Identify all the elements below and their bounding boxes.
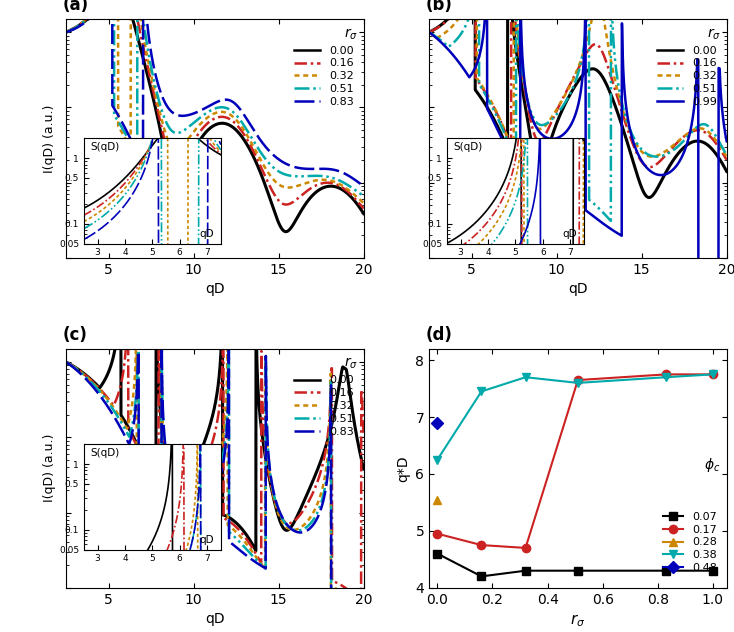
Text: $r_\sigma$: $r_\sigma$ — [344, 26, 357, 42]
Line: 0.38: 0.38 — [433, 370, 717, 464]
Text: (b): (b) — [426, 0, 453, 14]
Legend: 0.00, 0.16, 0.32, 0.51, 0.99: 0.00, 0.16, 0.32, 0.51, 0.99 — [653, 41, 721, 111]
Y-axis label: q*D: q*D — [396, 455, 410, 482]
Text: (d): (d) — [426, 326, 453, 344]
0.17 — [433, 530, 442, 537]
0.07 — [708, 567, 717, 574]
Text: (a): (a) — [63, 0, 90, 14]
0.38 — [477, 387, 486, 395]
0.17 — [573, 376, 582, 384]
0.07 — [433, 550, 442, 557]
0.07 — [521, 567, 530, 574]
0.07 — [573, 567, 582, 574]
Text: (c): (c) — [63, 326, 88, 344]
X-axis label: qD: qD — [205, 612, 225, 626]
0.07 — [661, 567, 670, 574]
Y-axis label: I(qD) (a.u.): I(qD) (a.u.) — [43, 104, 56, 173]
Line: 0.17: 0.17 — [433, 370, 717, 552]
0.38 — [708, 370, 717, 378]
Legend: 0.00, 0.16, 0.32, 0.51, 0.83: 0.00, 0.16, 0.32, 0.51, 0.83 — [290, 41, 358, 111]
Y-axis label: I(qD) (a.u.): I(qD) (a.u.) — [43, 434, 56, 502]
0.38 — [573, 379, 582, 387]
0.38 — [433, 456, 442, 463]
X-axis label: qD: qD — [568, 283, 588, 296]
X-axis label: qD: qD — [205, 283, 225, 296]
Text: $r_\sigma$: $r_\sigma$ — [707, 26, 721, 42]
0.17 — [521, 544, 530, 552]
0.07 — [477, 573, 486, 580]
Text: $r_\sigma$: $r_\sigma$ — [344, 356, 357, 372]
0.17 — [661, 370, 670, 378]
Legend: 0.00, 0.16, 0.32, 0.51, 0.83: 0.00, 0.16, 0.32, 0.51, 0.83 — [290, 371, 358, 441]
Text: $\phi_c$: $\phi_c$ — [705, 456, 721, 474]
Line: 0.07: 0.07 — [433, 549, 717, 581]
X-axis label: $r_\sigma$: $r_\sigma$ — [570, 612, 586, 629]
0.38 — [521, 374, 530, 381]
0.17 — [477, 541, 486, 549]
Legend: 0.07, 0.17, 0.28, 0.38, 0.48: 0.07, 0.17, 0.28, 0.38, 0.48 — [658, 507, 721, 578]
0.17 — [708, 370, 717, 378]
0.38 — [661, 374, 670, 381]
